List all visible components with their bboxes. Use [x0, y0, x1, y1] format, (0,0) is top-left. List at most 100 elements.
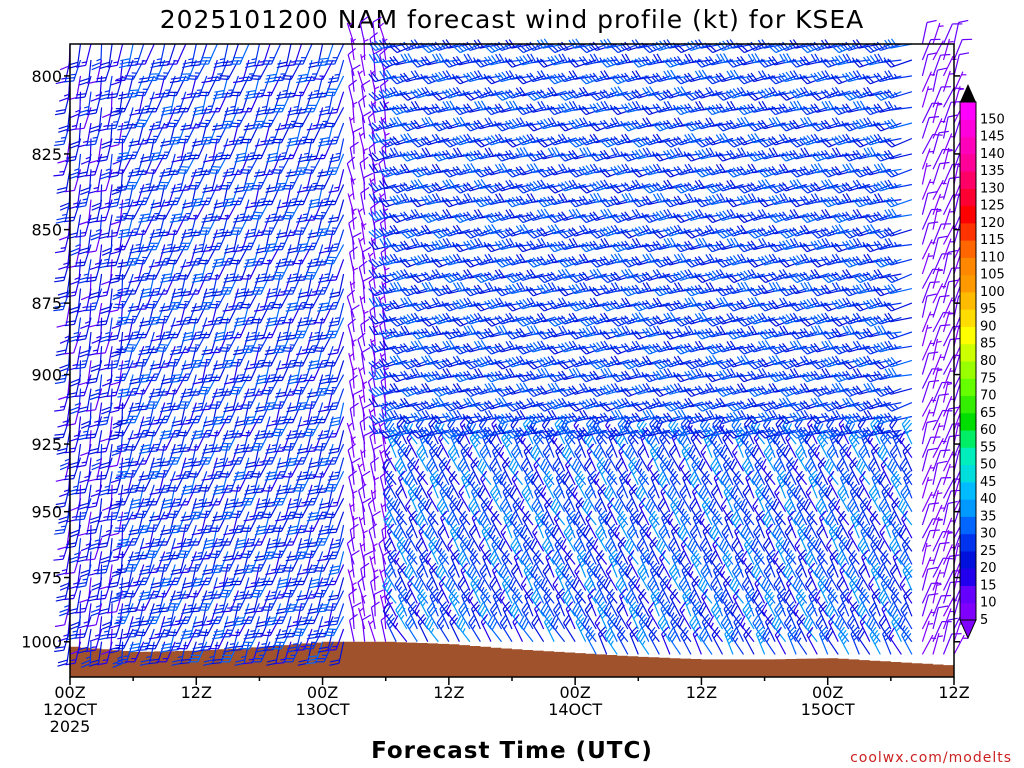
barb-feather [281, 217, 292, 220]
barb-feather [96, 189, 107, 193]
barb-half-feather [228, 331, 234, 333]
barb-feather [55, 220, 66, 224]
barb-feather [155, 350, 165, 352]
barb-feather [294, 279, 305, 282]
barb-half-feather [116, 321, 122, 324]
barb-feather [139, 525, 150, 528]
barb-feather [240, 169, 251, 171]
barb-feather [156, 75, 167, 77]
barb-feather [84, 558, 95, 561]
barb-feather [108, 334, 119, 338]
barb-feather [111, 569, 122, 574]
barb-feather [57, 423, 68, 428]
barb-feather [115, 450, 126, 453]
barb-shaft [132, 331, 145, 352]
barb-feather [101, 406, 112, 411]
barb-feather [228, 516, 239, 519]
barb-shaft [117, 153, 124, 176]
barb-half-feather [72, 363, 78, 367]
barb-feather [169, 645, 180, 648]
barb-feather [96, 474, 107, 477]
barb-feather [75, 261, 86, 264]
barb-feather [106, 235, 117, 238]
barb-feather [243, 186, 254, 188]
barb-half-feather [74, 277, 80, 280]
barb-feather [197, 634, 208, 637]
barb-feather [177, 169, 188, 171]
barb-shaft [76, 317, 82, 340]
barb-feather [105, 127, 116, 130]
barb-shaft [87, 91, 92, 114]
barb-feather [135, 631, 146, 634]
barb-feather [126, 96, 137, 98]
wind-barb [54, 122, 71, 147]
barb-half-feather [166, 402, 172, 405]
barb-feather [55, 109, 66, 112]
barb-feather [231, 531, 242, 534]
barb-feather [56, 572, 67, 576]
wind-barb [76, 153, 92, 179]
barb-feather [117, 367, 128, 370]
barb-feather [105, 518, 116, 521]
wind-barb [77, 628, 92, 654]
wind-barb [113, 259, 134, 280]
barb-feather [199, 143, 210, 145]
barb-feather [282, 347, 293, 349]
barb-feather [126, 234, 137, 237]
barb-feather [189, 234, 200, 237]
barb-feather [146, 431, 157, 434]
barb-feather [188, 472, 199, 475]
barb-feather [127, 337, 137, 341]
barb-feather [169, 139, 180, 142]
barb-feather [100, 306, 111, 311]
barb-feather [110, 479, 121, 484]
barb-feather [117, 395, 128, 398]
barb-half-feather [185, 419, 191, 422]
barb-shaft [116, 564, 124, 587]
barb-feather [57, 159, 68, 164]
barb-shaft [87, 603, 92, 626]
barb-feather [201, 528, 212, 531]
barb-feather [107, 363, 118, 366]
barb-half-feather [62, 420, 68, 423]
barb-feather [70, 113, 81, 118]
barb-shaft [122, 153, 134, 174]
barb-feather [80, 187, 91, 192]
barb-half-feather [73, 331, 79, 335]
barb-feather [86, 624, 97, 628]
barb-feather [316, 231, 327, 234]
barb-feather [119, 61, 130, 65]
barb-feather [302, 306, 313, 309]
barb-feather [156, 347, 167, 349]
barb-feather [80, 572, 90, 578]
barb-half-feather [238, 246, 244, 249]
barb-shaft [73, 169, 82, 191]
barb-feather [157, 610, 168, 613]
barb-half-feather [95, 229, 101, 232]
barb-feather [96, 159, 107, 163]
barb-feather [79, 479, 89, 484]
wind-barb [113, 511, 134, 532]
barb-half-feather [281, 152, 287, 154]
wind-barb [66, 107, 82, 132]
barb-feather [117, 291, 128, 294]
barb-feather [230, 259, 241, 262]
wind-barb [124, 551, 145, 572]
barb-feather [77, 650, 88, 654]
barb-feather [197, 516, 208, 519]
barb-feather [127, 174, 138, 177]
wind-barb [95, 331, 113, 355]
barb-feather [139, 77, 150, 80]
barb-feather [137, 405, 148, 408]
barb-feather [168, 531, 179, 534]
wind-barb [95, 457, 113, 481]
wind-barb [114, 603, 134, 625]
barb-half-feather [104, 202, 110, 205]
barb-half-feather [73, 434, 79, 437]
barb-shaft [62, 416, 71, 438]
barb-feather [75, 235, 86, 238]
wind-barb [88, 524, 103, 551]
wind-barb [80, 641, 92, 668]
barb-feather [112, 306, 123, 309]
barb-feather [95, 219, 106, 223]
